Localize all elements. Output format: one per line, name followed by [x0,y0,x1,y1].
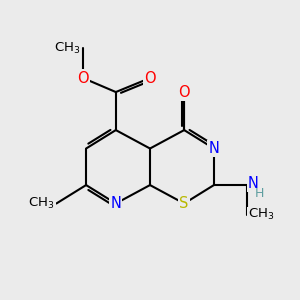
Text: N: N [248,176,259,191]
Text: H: H [255,187,264,200]
Text: N: N [208,141,219,156]
Text: CH$_3$: CH$_3$ [54,41,80,56]
Text: O: O [178,85,190,100]
Text: CH$_3$: CH$_3$ [28,196,55,211]
Text: N: N [110,196,121,211]
Text: CH$_3$: CH$_3$ [248,207,274,222]
Text: O: O [144,70,156,86]
Text: O: O [77,70,89,86]
Text: S: S [179,196,189,211]
